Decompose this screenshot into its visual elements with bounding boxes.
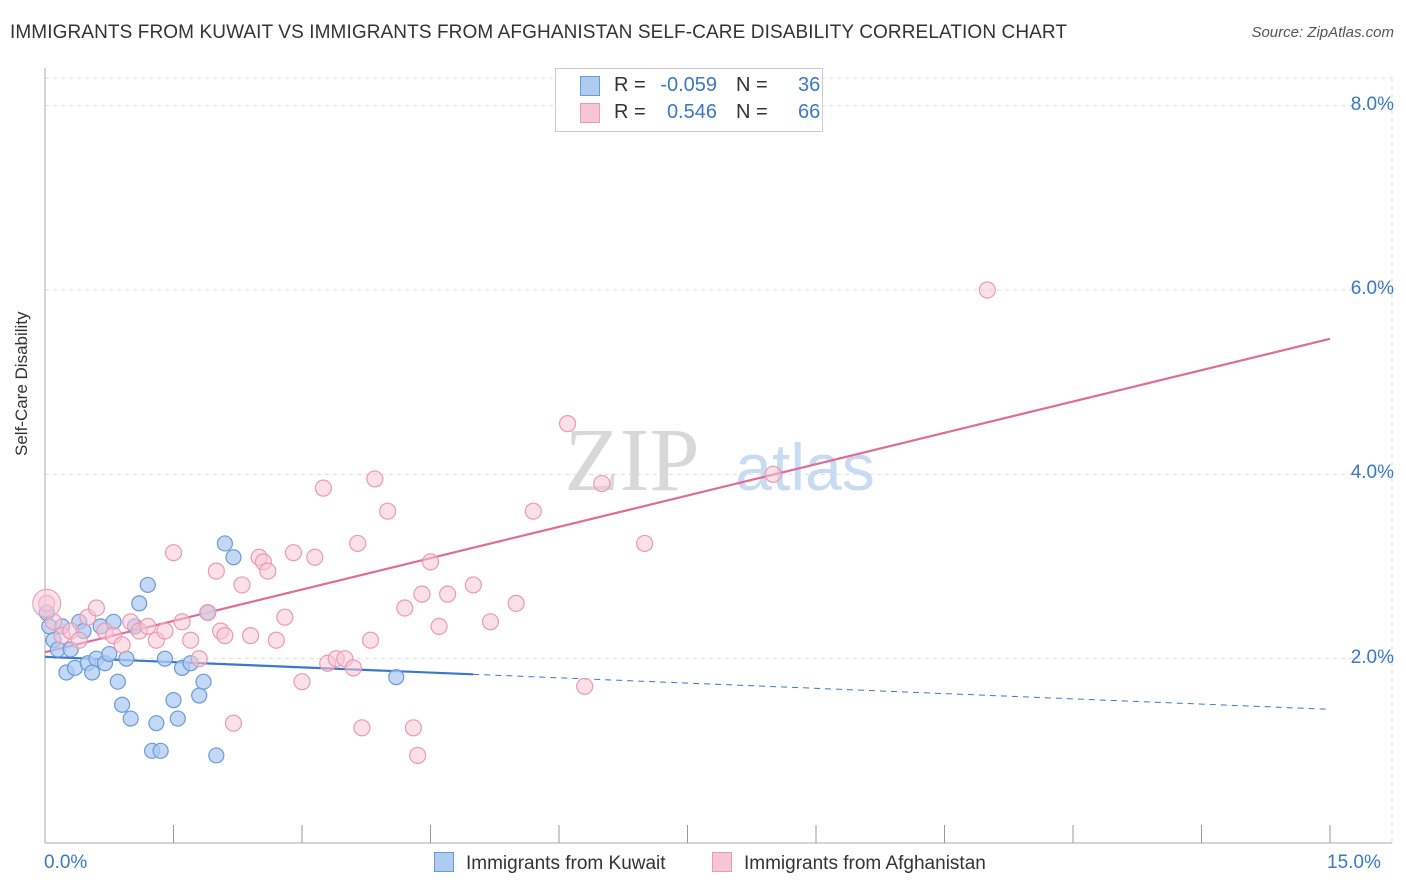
afghanistan-trend-line: [44, 337, 1331, 654]
legend-r-value-afghanistan: 0.546: [666, 101, 717, 123]
kuwait-point: [152, 742, 169, 759]
legend-swatch-kuwait: [580, 76, 600, 96]
afghanistan-point: [421, 553, 440, 571]
kuwait-point: [101, 645, 118, 663]
bottom-legend-swatch-kuwait: [434, 852, 454, 872]
afghanistan-point: [259, 562, 277, 580]
afghanistan-point: [524, 502, 542, 520]
bottom-legend-label-afghanistan: Immigrants from Afghanistan: [744, 853, 986, 874]
kuwait-point: [216, 535, 233, 552]
afghanistan-point: [276, 608, 294, 626]
trend-lines: [44, 337, 1331, 710]
afghanistan-point: [173, 613, 191, 631]
afghanistan-point: [413, 585, 431, 603]
afghanistan-point: [430, 617, 448, 636]
afghanistan-point: [182, 631, 200, 649]
axes: [44, 68, 1392, 844]
kuwait-point: [208, 747, 225, 764]
afghanistan-point: [306, 548, 324, 566]
kuwait-point: [225, 549, 242, 566]
kuwait-point: [118, 650, 135, 667]
afghanistan-point: [361, 631, 380, 649]
afghanistan-point: [216, 627, 234, 645]
afghanistan-point: [284, 544, 303, 562]
y-tick-label: 2.0%: [1350, 646, 1394, 668]
bottom-legend-label-kuwait: Immigrants from Kuwait: [466, 853, 666, 874]
legend-r-value-kuwait: -0.059: [660, 74, 717, 96]
x-tick-label-min: 0.0%: [44, 852, 88, 873]
afghanistan-point: [404, 719, 422, 737]
afghanistan-point: [349, 534, 367, 553]
grid-lines: [45, 77, 1393, 843]
afghanistan-point: [164, 544, 183, 562]
afghanistan-point: [353, 719, 371, 737]
kuwait-point: [195, 673, 212, 690]
afghanistan-point: [409, 746, 427, 765]
afghanistan-point: [87, 599, 106, 617]
afghanistan-point: [113, 636, 131, 654]
afghanistan-point: [366, 470, 384, 488]
kuwait-trend-extension: [473, 673, 1331, 710]
legend-n-value-afghanistan: 66: [798, 101, 821, 123]
afghanistan-point: [156, 622, 174, 640]
legend-n-label: N =: [736, 101, 768, 123]
kuwait-point: [122, 710, 139, 727]
kuwait-point: [165, 692, 182, 709]
afghanistan-point: [207, 562, 225, 580]
kuwait-point: [191, 687, 208, 704]
kuwait-point: [113, 696, 131, 713]
afghanistan-point: [764, 465, 782, 483]
bottom-legend-afghanistan: Immigrants from Afghanistan: [712, 852, 986, 875]
correlation-legend: R = -0.059 N = 36 R = 0.546 N = 66: [555, 68, 823, 132]
bottom-legend-kuwait: Immigrants from Kuwait: [434, 852, 666, 875]
kuwait-point: [148, 715, 165, 732]
afghanistan-point: [199, 603, 217, 622]
kuwait-point: [109, 673, 126, 690]
afghanistan-point: [558, 415, 577, 433]
legend-r-label: R =: [614, 101, 646, 123]
afghanistan-point: [233, 576, 251, 594]
bottom-legend-swatch-afghanistan: [712, 852, 732, 872]
kuwait-point: [388, 668, 405, 686]
legend-swatch-afghanistan: [580, 103, 600, 123]
afghanistan-point: [396, 599, 414, 617]
watermark-zip: ZIP: [565, 411, 700, 510]
afghanistan-point: [481, 613, 500, 631]
afghanistan-point: [190, 650, 208, 668]
afghanistan-point: [224, 714, 243, 732]
y-tick-label: 6.0%: [1350, 277, 1394, 299]
afghanistan-point: [344, 659, 362, 677]
afghanistan-point: [267, 631, 285, 649]
afghanistan-point: [464, 576, 482, 594]
afghanistan-point: [978, 281, 996, 299]
kuwait-point: [84, 664, 101, 681]
afghanistan-point: [314, 479, 333, 497]
legend-n-value-kuwait: 36: [798, 74, 821, 96]
legend-n-label: N =: [736, 74, 768, 96]
afghanistan-point: [242, 627, 260, 645]
afghanistan-point: [32, 588, 62, 618]
legend-r-label: R =: [614, 74, 646, 96]
afghanistan-point: [379, 502, 397, 520]
afghanistan-point: [70, 631, 88, 649]
kuwait-point: [156, 650, 174, 667]
afghanistan-point: [507, 594, 525, 612]
afghanistan-point: [636, 534, 654, 553]
y-axis-label: Self-Care Disability: [12, 311, 31, 456]
y-tick-label: 4.0%: [1350, 462, 1394, 484]
afghanistan-point: [576, 677, 594, 695]
kuwait-point: [131, 595, 148, 612]
kuwait-point: [139, 576, 156, 594]
source-label: Source: ZipAtlas.com: [1251, 24, 1394, 41]
y-tick-label: 8.0%: [1350, 93, 1394, 115]
chart-title: IMMIGRANTS FROM KUWAIT VS IMMIGRANTS FRO…: [10, 22, 1068, 43]
afghanistan-point: [139, 617, 157, 636]
data-points: [32, 281, 996, 765]
afghanistan-point: [593, 474, 611, 493]
afghanistan-point: [293, 673, 311, 691]
kuwait-point: [169, 710, 186, 727]
x-tick-label-max: 15.0%: [1327, 852, 1381, 873]
afghanistan-point: [439, 585, 457, 603]
